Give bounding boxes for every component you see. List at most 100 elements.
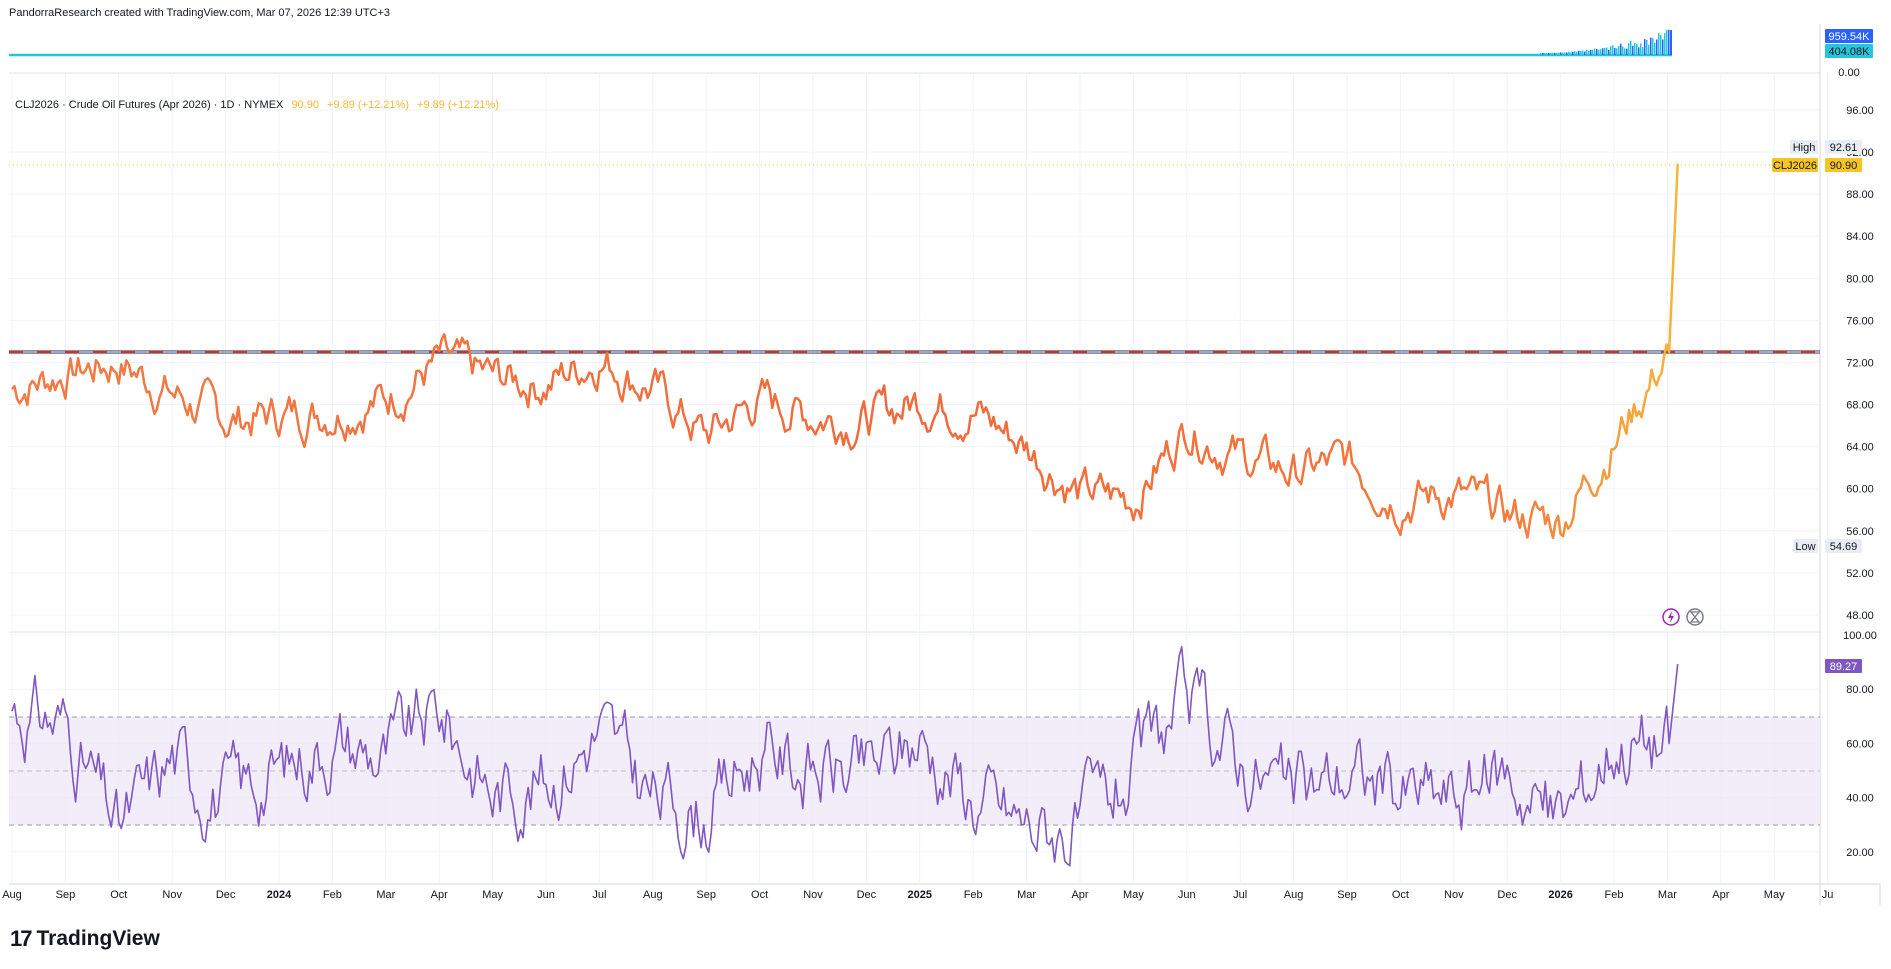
- volume-bar: [1650, 37, 1652, 55]
- volume-bar: [1610, 46, 1612, 55]
- volume-bar: [1574, 51, 1576, 55]
- time-axis-label: Sep: [696, 889, 716, 901]
- volume-bar: [1668, 29, 1670, 55]
- rsi-line[interactable]: [11, 646, 1679, 867]
- high-label: High: [1793, 142, 1816, 154]
- volume-scale-tag: [1825, 29, 1873, 43]
- rsi-tick-label: 40.00: [1846, 793, 1874, 805]
- high-value: 92.61: [1830, 142, 1858, 154]
- time-axis-label: Jul: [1233, 889, 1247, 901]
- legend-symbol: CLJ2026 · Crude Oil Futures (Apr 2026) ·…: [15, 99, 284, 111]
- volume-bar: [1626, 48, 1628, 55]
- symbol-tag: CLJ2026: [1773, 160, 1817, 172]
- time-axis-label: Mar: [1017, 889, 1036, 901]
- volume-bar: [1588, 50, 1590, 55]
- volume-bar: [1558, 52, 1560, 55]
- volume-bar: [1570, 52, 1572, 55]
- volume-bar: [1622, 46, 1624, 55]
- volume-bar: [1560, 52, 1562, 55]
- volume-bar: [1656, 39, 1658, 55]
- time-axis-label: Dec: [1497, 889, 1517, 901]
- time-axis-label: Oct: [1392, 889, 1409, 901]
- volume-bar: [1556, 52, 1558, 55]
- time-axis-label: 2026: [1548, 889, 1572, 901]
- tradingview-logo[interactable]: 17 TradingView: [10, 926, 160, 952]
- volume-bar: [1580, 50, 1582, 55]
- time-axis-label: May: [482, 889, 503, 901]
- volume-bar: [1590, 49, 1592, 55]
- volume-bar: [1612, 45, 1614, 55]
- volume-bar: [1594, 48, 1596, 55]
- volume-bar: [1572, 51, 1574, 55]
- price-line[interactable]: [11, 163, 1679, 540]
- volume-bar: [1652, 38, 1654, 55]
- volume-bar: [1546, 52, 1548, 55]
- time-axis-label: Aug: [2, 889, 22, 901]
- volume-bar: [1602, 48, 1604, 55]
- time-axis-label: Nov: [803, 889, 823, 901]
- price-tick-label: 80.00: [1846, 273, 1874, 285]
- volume-bar: [1608, 49, 1610, 55]
- volume-bar: [1628, 43, 1630, 55]
- price-tick-label: 56.00: [1846, 526, 1874, 538]
- volume-tick-label: 0.00: [1838, 67, 1859, 79]
- volume-bar: [1624, 48, 1626, 55]
- time-axis-label: Apr: [1071, 889, 1088, 901]
- volume-bar: [1562, 52, 1564, 55]
- low-label: Low: [1795, 541, 1815, 553]
- volume-bar: [1640, 43, 1642, 55]
- volume-bar: [1598, 49, 1600, 55]
- volume-bar: [1566, 52, 1568, 55]
- volume-bar: [1568, 51, 1570, 55]
- volume-bar: [1582, 50, 1584, 55]
- volume-bar: [1648, 44, 1650, 55]
- time-axis-label: Jun: [537, 889, 555, 901]
- volume-bar: [1618, 46, 1620, 55]
- volume-bar: [1620, 43, 1622, 55]
- time-axis-label: Sep: [56, 889, 76, 901]
- price-tick-label: 52.00: [1846, 568, 1874, 580]
- rsi-current-value: 89.27: [1830, 661, 1858, 673]
- volume-bar: [1544, 52, 1546, 55]
- volume-scale-tag: [1825, 44, 1873, 58]
- time-axis-label: Sep: [1337, 889, 1357, 901]
- symbol-value-bg: [1825, 158, 1862, 172]
- time-axis-label: May: [1123, 889, 1144, 901]
- volume-bar: [1548, 52, 1550, 55]
- volume-series: [9, 29, 1672, 57]
- volume-bar: [1554, 52, 1556, 55]
- lightning-icon[interactable]: [1662, 608, 1680, 626]
- volume-bar: [1638, 47, 1640, 55]
- time-axis-label: Oct: [751, 889, 768, 901]
- volume-bar: [1636, 43, 1638, 55]
- volume-bar: [1578, 50, 1580, 55]
- price-tick-label: 64.00: [1846, 442, 1874, 454]
- rsi-tick-label: 80.00: [1846, 684, 1874, 696]
- volume-bar: [1664, 33, 1666, 55]
- time-axis-label: Dec: [216, 889, 236, 901]
- price-tick-label: 96.00: [1846, 105, 1874, 117]
- price-tick-label: 72.00: [1846, 357, 1874, 369]
- rsi-tick-label: 60.00: [1846, 738, 1874, 750]
- volume-bar: [1576, 51, 1578, 55]
- time-axis-label: Mar: [1658, 889, 1677, 901]
- time-axis-label: Dec: [857, 889, 877, 901]
- time-axis-label: Ju: [1822, 889, 1834, 901]
- price-tick-label: 76.00: [1846, 315, 1874, 327]
- time-axis-label: Oct: [110, 889, 127, 901]
- time-axis-label: Aug: [1284, 889, 1304, 901]
- volume-bar: [1542, 52, 1544, 55]
- volume-bar: [1604, 47, 1606, 55]
- price-tick-label: 48.00: [1846, 610, 1874, 622]
- hourglass-icon[interactable]: [1686, 608, 1704, 626]
- volume-bar: [1662, 39, 1664, 55]
- time-axis-label: Aug: [643, 889, 663, 901]
- volume-bar: [1586, 49, 1588, 55]
- tradingview-brand: TradingView: [36, 927, 160, 950]
- rsi-tick-label: 100.00: [1843, 630, 1877, 642]
- low-label-bg: [1793, 539, 1818, 553]
- volume-bar: [1550, 52, 1552, 55]
- volume-bar: [1670, 30, 1672, 55]
- volume-bar: [1646, 39, 1648, 55]
